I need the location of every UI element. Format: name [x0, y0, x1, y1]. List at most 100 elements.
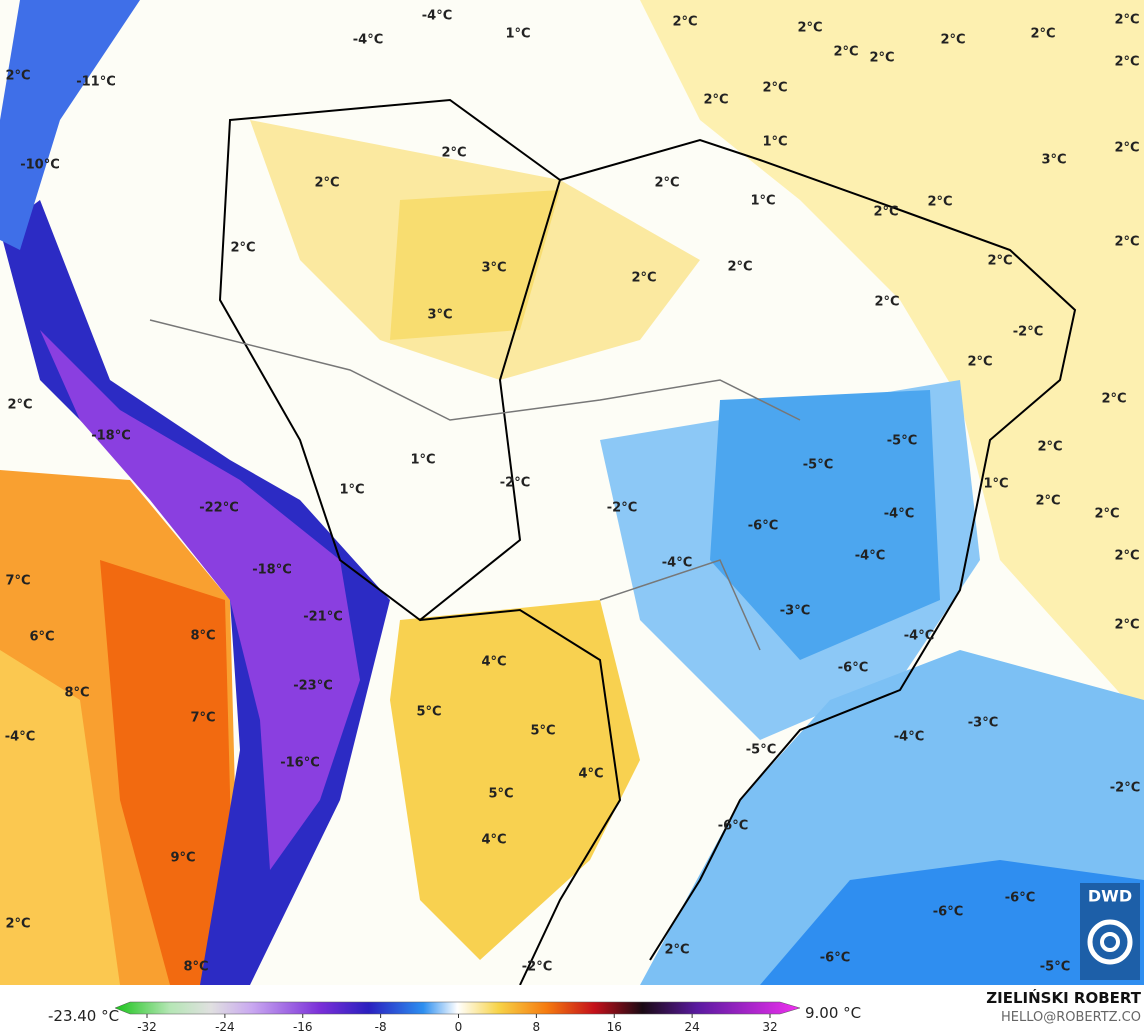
temp-label: -4°C — [904, 629, 934, 644]
temp-label: 2°C — [873, 205, 898, 220]
temp-label: -4°C — [353, 33, 383, 48]
temp-label: -16°C — [280, 756, 320, 771]
colorbar-min: -23.40 °C — [48, 1007, 119, 1025]
temp-label: -5°C — [746, 743, 776, 758]
temp-label: 2°C — [1030, 27, 1055, 42]
temp-label: -4°C — [855, 549, 885, 564]
temp-label: 2°C — [833, 45, 858, 60]
temp-label: 8°C — [190, 629, 215, 644]
temp-label: 2°C — [230, 241, 255, 256]
temp-label: 2°C — [967, 355, 992, 370]
temp-label: 2°C — [1037, 440, 1062, 455]
temp-label: -5°C — [1040, 960, 1070, 975]
temp-label: 4°C — [481, 833, 506, 848]
contact: HELLO@ROBERTZ.CO — [1001, 1010, 1141, 1025]
temp-label: -3°C — [780, 604, 810, 619]
temp-label: 2°C — [727, 260, 752, 275]
temp-label: -6°C — [1005, 891, 1035, 906]
temp-label: -22°C — [199, 501, 239, 516]
colorbar-max: 9.00 °C — [805, 1004, 861, 1022]
temp-label: 2°C — [672, 15, 697, 30]
colorbar-tick-label: 24 — [684, 1020, 699, 1034]
colorbar-tick-label: -32 — [137, 1020, 157, 1034]
temp-label: 2°C — [987, 254, 1012, 269]
temp-label: 2°C — [5, 69, 30, 84]
temp-label: 4°C — [578, 767, 603, 782]
temp-label: -2°C — [607, 501, 637, 516]
temp-label: 2°C — [1101, 392, 1126, 407]
temp-label: 1°C — [750, 194, 775, 209]
temp-label: -2°C — [522, 960, 552, 975]
temp-label: 2°C — [7, 398, 32, 413]
temp-label: -18°C — [91, 429, 131, 444]
colorbar: -23.40 °C 9.00 °C -32 -24 -16 -8 0 8 16 24 32 — [48, 1001, 861, 1034]
temp-label: -11°C — [76, 75, 116, 90]
temp-label: 1°C — [339, 483, 364, 498]
temp-label: -6°C — [748, 519, 778, 534]
temp-label: -4°C — [662, 556, 692, 571]
temp-label: 9°C — [170, 851, 195, 866]
temp-label: -5°C — [803, 458, 833, 473]
author: ZIELIŃSKI ROBERT — [986, 988, 1141, 1007]
temp-label: -4°C — [422, 9, 452, 24]
map-background — [0, 0, 1144, 986]
temp-label: -6°C — [718, 819, 748, 834]
temp-label: 3°C — [1041, 153, 1066, 168]
temp-label: -2°C — [1110, 781, 1140, 796]
temp-label: -6°C — [820, 951, 850, 966]
temp-label: 2°C — [5, 917, 30, 932]
temp-label: 1°C — [410, 453, 435, 468]
temp-label: -4°C — [5, 730, 35, 745]
temp-label: 2°C — [631, 271, 656, 286]
temp-label: 2°C — [940, 33, 965, 48]
temp-label: -23°C — [293, 679, 333, 694]
temp-label: 2°C — [1114, 618, 1139, 633]
temp-label: -6°C — [933, 905, 963, 920]
temp-label: -4°C — [894, 730, 924, 745]
temp-label: 2°C — [654, 176, 679, 191]
temp-label: 5°C — [530, 724, 555, 739]
temp-label: 8°C — [183, 960, 208, 975]
temp-label: 1°C — [983, 477, 1008, 492]
temp-label: 7°C — [190, 711, 215, 726]
temp-label: 2°C — [1114, 235, 1139, 250]
temp-label: 2°C — [1114, 13, 1139, 28]
temp-label: 2°C — [927, 195, 952, 210]
temp-label: 2°C — [874, 295, 899, 310]
temp-label: -3°C — [968, 716, 998, 731]
temp-label: 4°C — [481, 655, 506, 670]
temp-label: -2°C — [1013, 325, 1043, 340]
temp-label: 2°C — [314, 176, 339, 191]
temp-label: -2°C — [500, 476, 530, 491]
colorbar-tick-label: 16 — [607, 1020, 622, 1034]
temp-label: -6°C — [838, 661, 868, 676]
temp-label: 2°C — [797, 21, 822, 36]
temp-label: 2°C — [869, 51, 894, 66]
temp-label: 2°C — [703, 93, 728, 108]
temp-label: 5°C — [416, 705, 441, 720]
temp-label: -4°C — [884, 507, 914, 522]
colorbar-tick-label: 32 — [762, 1020, 777, 1034]
temp-label: 2°C — [1035, 494, 1060, 509]
temperature-labels: -4°C -4°C 1°C 2°C 2°C 2°C 2°C 2°C 2°C 2°C 2°C 2°C -1… — [5, 9, 1140, 975]
logo-text: DWD — [1088, 887, 1132, 906]
temp-label: -5°C — [887, 434, 917, 449]
temp-label: -10°C — [20, 158, 60, 173]
temp-label: 1°C — [505, 27, 530, 42]
temp-label: 8°C — [64, 686, 89, 701]
logo: DWD — [1080, 883, 1140, 980]
temp-label: 1°C — [762, 135, 787, 150]
colorbar-tick-label: -16 — [293, 1020, 313, 1034]
temp-label: 2°C — [664, 943, 689, 958]
colorbar-tick-label: 0 — [455, 1020, 463, 1034]
temp-label: 2°C — [1114, 141, 1139, 156]
temp-label: 7°C — [5, 574, 30, 589]
temp-label: 3°C — [427, 308, 452, 323]
temp-label: 2°C — [1094, 507, 1119, 522]
colorbar-tick-label: -8 — [375, 1020, 387, 1034]
colorbar-tick-label: 8 — [533, 1020, 541, 1034]
temp-label: 5°C — [488, 787, 513, 802]
temp-label: 2°C — [441, 146, 466, 161]
temp-label: 2°C — [1114, 55, 1139, 70]
